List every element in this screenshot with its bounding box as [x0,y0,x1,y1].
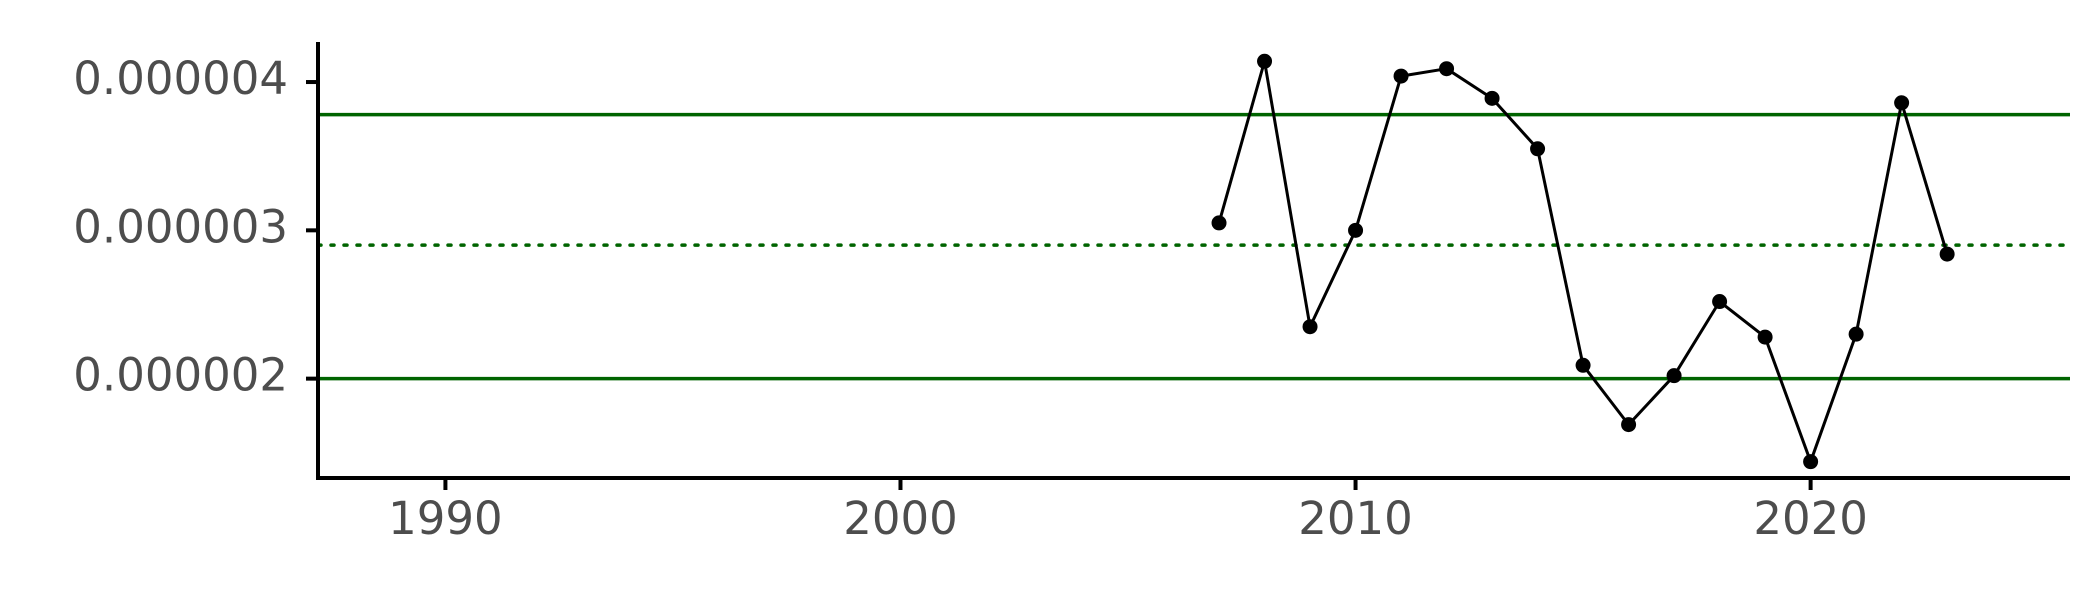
data-point [1939,246,1955,262]
data-series [1211,53,1955,470]
data-point [1348,222,1364,238]
data-point [1621,417,1637,433]
data-point [1211,215,1227,231]
data-point [1894,95,1910,111]
series-line [1217,59,1949,464]
x-tick-label: 2020 [1753,492,1868,545]
data-point [1439,61,1455,77]
data-point [1257,53,1273,69]
x-tick-label: 2000 [843,492,958,545]
data-point [1803,454,1819,470]
data-point [1575,357,1591,373]
data-point [1302,319,1318,335]
y-tick-label: 0.000002 [73,349,288,402]
y-tick-label: 0.000004 [73,52,288,105]
data-point [1530,141,1546,157]
axes [316,42,2070,480]
y-tick-label: 0.000003 [73,200,288,253]
x-tick-label: 2010 [1298,492,1413,545]
data-point [1712,294,1728,310]
reference-lines [316,112,2072,381]
data-point [1484,90,1500,106]
data-point [1757,329,1773,345]
axis-ticks: 0.000002 0.000003 0.000004 1990 2000 2010 2020 [73,52,1868,545]
x-tick-label: 1990 [388,492,503,545]
data-point [1393,68,1409,84]
data-point [1666,368,1682,384]
data-point [1848,326,1864,342]
